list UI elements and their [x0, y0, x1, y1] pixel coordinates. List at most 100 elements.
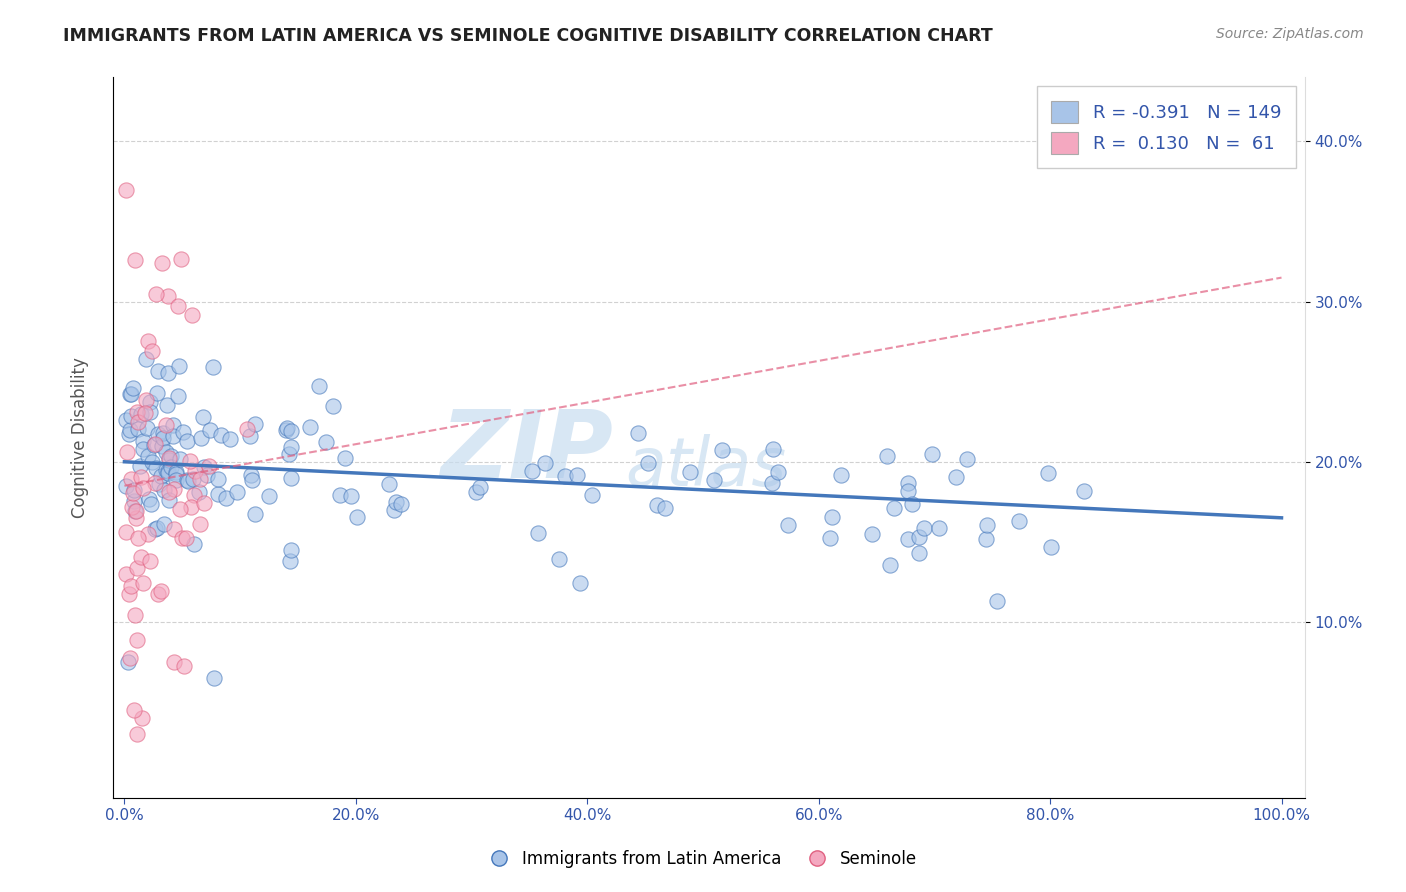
Point [115, 524, 138, 539]
Point [534, 456, 557, 470]
Point [183, 488, 205, 502]
Point [139, 394, 162, 409]
Point [860, 527, 883, 541]
Point [139, 497, 162, 511]
Point [1036, 466, 1059, 480]
Point [160, 459, 183, 474]
Point [135, 351, 157, 366]
Point [581, 488, 603, 502]
Point [150, 439, 173, 453]
Point [138, 492, 160, 507]
Point [114, 566, 136, 581]
Point [152, 431, 174, 445]
Text: ZIP: ZIP [440, 406, 613, 498]
Point [928, 521, 950, 535]
Point [201, 359, 224, 374]
Point [163, 656, 186, 670]
Point [163, 522, 186, 536]
Point [193, 496, 215, 510]
Point [127, 727, 149, 741]
Point [127, 633, 149, 648]
Point [181, 472, 204, 486]
Point [125, 405, 148, 419]
Point [127, 422, 149, 436]
Point [900, 497, 922, 511]
Point [239, 467, 262, 482]
Point [172, 425, 194, 439]
Point [308, 379, 330, 393]
Point [165, 474, 187, 488]
Point [187, 484, 209, 499]
Point [277, 446, 299, 460]
Point [156, 289, 179, 303]
Point [209, 427, 232, 442]
Point [139, 405, 162, 419]
Point [124, 252, 146, 267]
Point [118, 386, 141, 401]
Point [120, 386, 142, 401]
Point [761, 476, 783, 491]
Point [280, 543, 302, 558]
Point [148, 476, 170, 491]
Point [1073, 484, 1095, 499]
Point [170, 252, 193, 266]
Point [879, 558, 901, 573]
Point [637, 456, 659, 470]
Point [1007, 514, 1029, 528]
Point [239, 428, 262, 442]
Text: atlas: atlas [626, 434, 786, 500]
Point [179, 453, 201, 467]
Point [329, 488, 352, 502]
Point [897, 532, 920, 546]
Point [129, 407, 152, 421]
Point [897, 483, 920, 498]
Text: IMMIGRANTS FROM LATIN AMERICA VS SEMINOLE COGNITIVE DISABILITY CORRELATION CHART: IMMIGRANTS FROM LATIN AMERICA VS SEMINOL… [63, 27, 993, 45]
Point [150, 584, 173, 599]
Point [207, 472, 229, 486]
Point [299, 419, 322, 434]
Point [257, 489, 280, 503]
Point [974, 533, 997, 547]
Point [143, 522, 166, 536]
Point [141, 455, 163, 469]
Point [155, 463, 177, 477]
Point [156, 464, 179, 478]
Point [340, 488, 363, 502]
Point [276, 423, 298, 437]
Point [243, 417, 266, 432]
Point [162, 429, 184, 443]
Point [146, 587, 169, 601]
Point [193, 460, 215, 475]
Point [157, 451, 180, 466]
Point [127, 415, 149, 429]
Point [131, 470, 153, 484]
Point [132, 481, 155, 495]
Point [117, 655, 139, 669]
Point [778, 517, 800, 532]
Point [146, 426, 169, 441]
Point [122, 485, 145, 500]
Point [163, 482, 186, 496]
Point [679, 465, 702, 479]
Point [464, 484, 486, 499]
Point [115, 182, 138, 196]
Point [146, 364, 169, 378]
Point [912, 521, 935, 535]
Point [1039, 541, 1062, 555]
Y-axis label: Cognitive Disability: Cognitive Disability [72, 358, 89, 518]
Point [280, 471, 302, 485]
Point [711, 443, 734, 458]
Point [190, 431, 212, 445]
Point [218, 432, 240, 446]
Point [172, 531, 194, 545]
Point [174, 531, 197, 545]
Point [129, 550, 152, 565]
Point [132, 442, 155, 456]
Point [333, 450, 356, 465]
Point [165, 467, 187, 481]
Point [131, 434, 153, 448]
Point [125, 511, 148, 525]
Point [124, 607, 146, 622]
Point [167, 389, 190, 403]
Point [215, 491, 238, 505]
